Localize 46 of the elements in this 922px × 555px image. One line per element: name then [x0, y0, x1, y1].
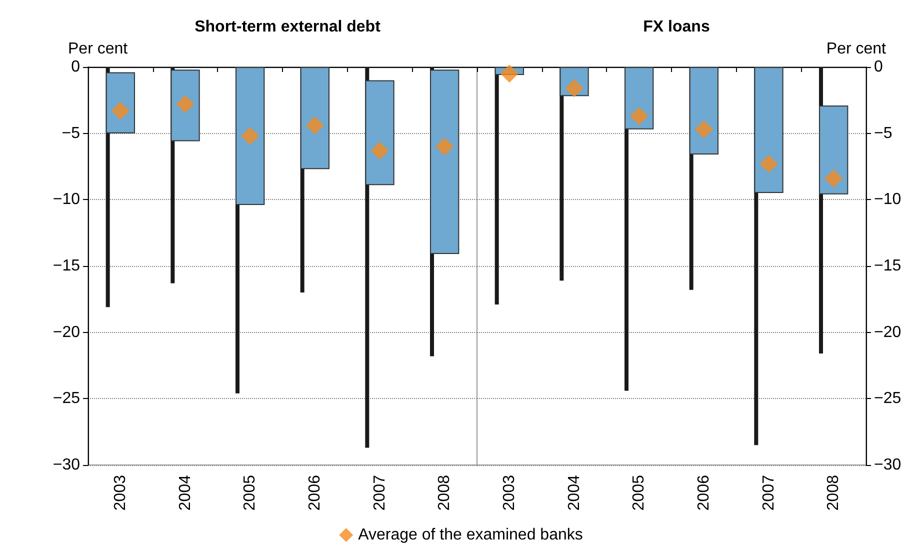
point — [436, 138, 454, 156]
x-tick-label: 2004 — [176, 474, 194, 511]
y-tick-label: 0 — [71, 58, 80, 76]
bar — [170, 70, 200, 142]
y-tick-label: −10 — [52, 191, 80, 208]
chart-title: Short-term external debt — [194, 18, 382, 36]
x-tick-label: 2003 — [500, 474, 518, 511]
y-tick-label: −30 — [52, 456, 80, 474]
y2-tick-label: −25 — [874, 390, 902, 408]
point — [370, 142, 389, 160]
y2-tick-label: −10 — [874, 191, 902, 208]
y2-tick-label: −15 — [874, 258, 902, 274]
bar — [430, 70, 460, 254]
x-tick-label: 2007 — [371, 474, 388, 511]
x-tick-label: 2005 — [242, 474, 259, 511]
point — [241, 126, 260, 145]
y2-tick-label: 0 — [874, 58, 883, 76]
point — [500, 64, 518, 83]
y-tick-label: −20 — [52, 324, 80, 341]
bar — [235, 67, 265, 205]
x-tick-label: 2004 — [566, 474, 583, 511]
y-axis-title: Per cent — [68, 40, 128, 58]
x-tick-label: 2006 — [695, 474, 712, 511]
point — [694, 120, 713, 138]
point — [630, 107, 648, 126]
x-tick-label: 2005 — [630, 474, 648, 511]
x-tick-label: 2008 — [825, 474, 842, 511]
y2-tick-label: −20 — [874, 324, 902, 341]
point — [824, 169, 843, 188]
y2-tick-label: −30 — [874, 456, 902, 474]
bar — [300, 67, 330, 170]
x-tick-label: 2006 — [306, 474, 324, 511]
x-tick-label: 2003 — [112, 474, 129, 511]
bar — [106, 72, 136, 134]
point — [760, 154, 778, 173]
bar — [365, 80, 394, 186]
y2-tick-label: −5 — [874, 124, 892, 142]
x-tick-label: 2008 — [436, 474, 454, 511]
y-tick-label: −25 — [52, 390, 80, 408]
y-tick-label: −15 — [52, 258, 80, 274]
point — [306, 116, 324, 134]
x-tick-label: 2007 — [760, 474, 778, 511]
y-tick-label: −5 — [62, 124, 80, 142]
chart-title: FX loans — [643, 18, 710, 36]
y2-axis-title: Per cent — [826, 40, 887, 58]
legend-label: Average of the examined banks — [358, 526, 583, 544]
